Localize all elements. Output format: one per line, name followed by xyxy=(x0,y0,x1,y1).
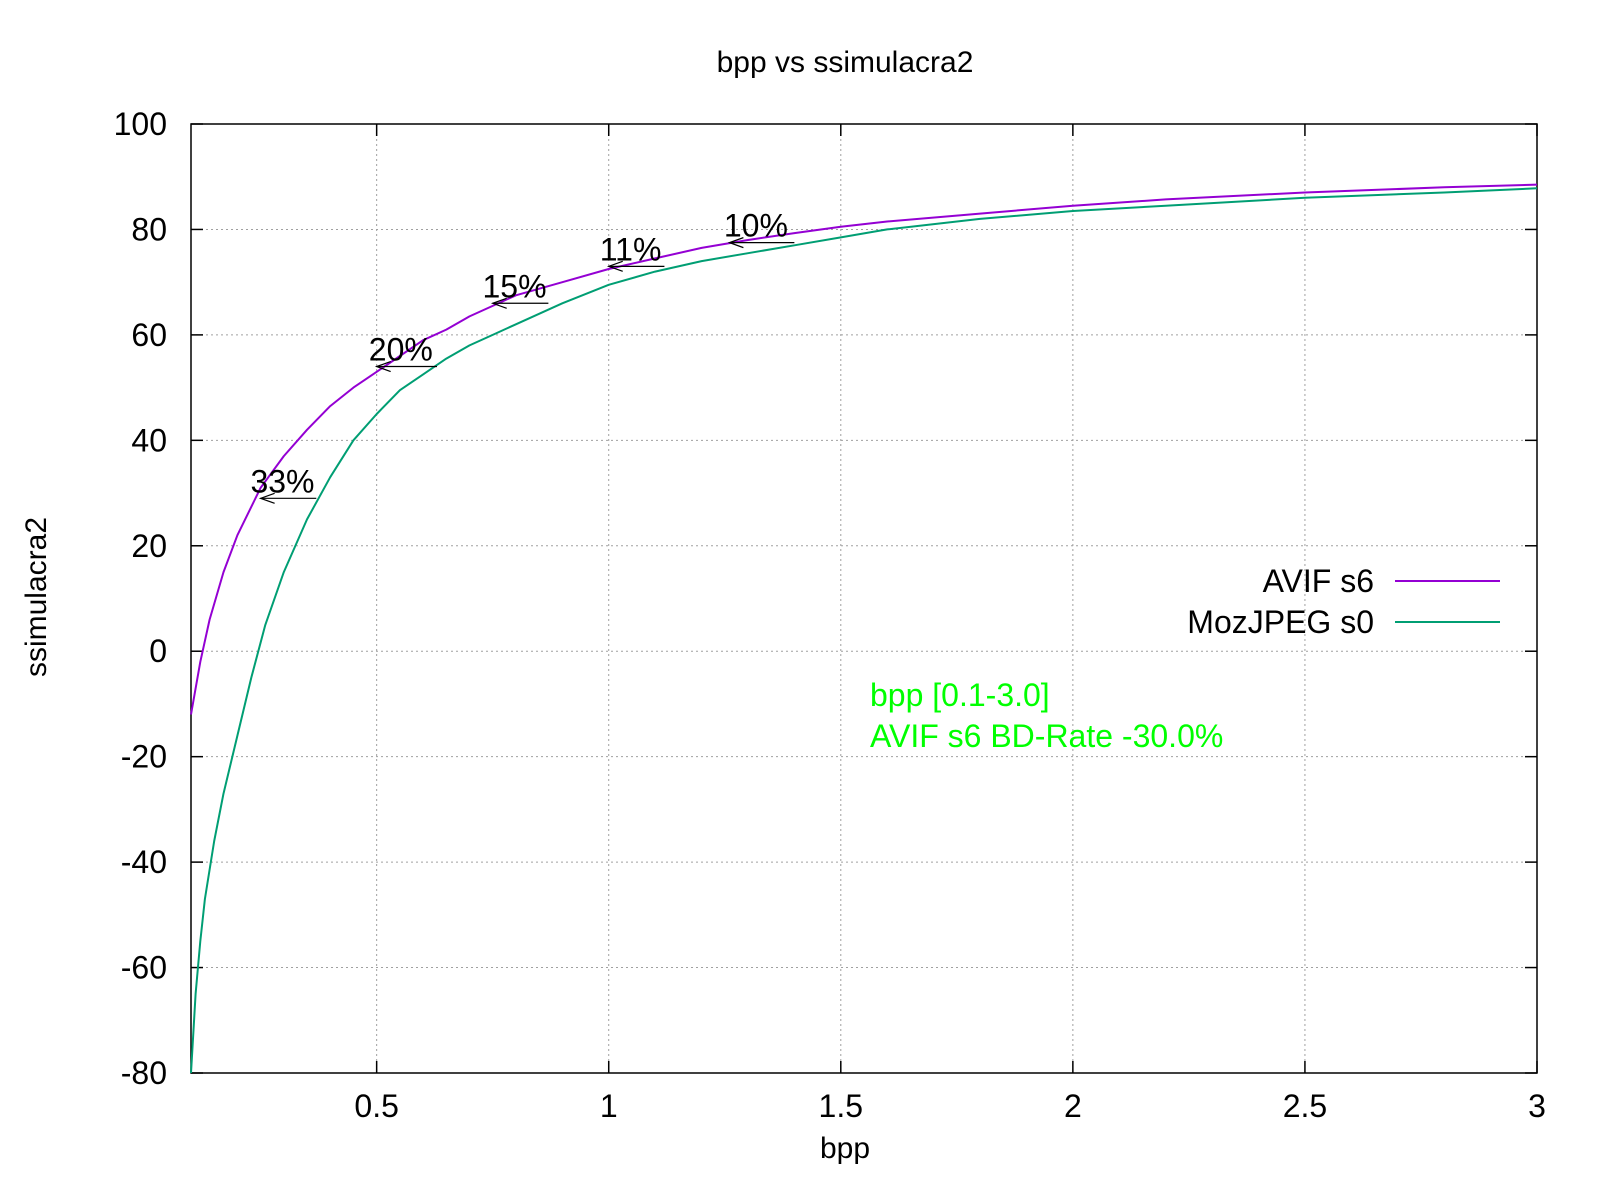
series-line-2 xyxy=(190,187,1538,1074)
note-text: AVIF s6 BD-Rate -30.0% xyxy=(870,718,1223,754)
y-axis-label: ssimulacra2 xyxy=(20,517,53,677)
y-tick-label: -20 xyxy=(121,739,167,775)
annotations: 33% 20% 15% 11% 10% xyxy=(250,208,795,504)
y-tick-label: 20 xyxy=(131,528,167,564)
annotation-arrowhead xyxy=(606,260,623,272)
annotation-arrowhead xyxy=(727,237,744,249)
legend-label: AVIF s6 xyxy=(1263,563,1374,599)
annotation-label: 10% xyxy=(724,208,788,244)
y-tick-label: 100 xyxy=(114,106,167,142)
annotation-label: 20% xyxy=(369,332,433,368)
y-tick-label: -40 xyxy=(121,844,167,880)
legend: AVIF s6 MozJPEG s0 xyxy=(1187,563,1500,640)
annotation-arrowhead xyxy=(490,297,507,309)
chart-title: bpp vs ssimulacra2 xyxy=(717,46,974,79)
y-tick-label: 0 xyxy=(149,633,167,669)
x-axis-label: bpp xyxy=(820,1132,870,1165)
annotation-label: 33% xyxy=(250,463,314,499)
x-tick-label: 3 xyxy=(1528,1088,1546,1124)
y-tick-label: 60 xyxy=(131,317,167,353)
legend-label: MozJPEG s0 xyxy=(1187,604,1374,640)
notes: bpp [0.1-3.0] AVIF s6 BD-Rate -30.0% xyxy=(870,677,1223,754)
x-tick-label: 2.5 xyxy=(1283,1088,1327,1124)
y-tick-label: -80 xyxy=(121,1055,167,1091)
series-lines xyxy=(190,183,1538,1074)
annotation-arrowhead xyxy=(258,492,275,504)
y-tick-label: 40 xyxy=(131,422,167,458)
x-tick-label: 1.5 xyxy=(819,1088,863,1124)
x-tick-label: 0.5 xyxy=(354,1088,398,1124)
y-tick-label: -60 xyxy=(121,950,167,986)
note-text: bpp [0.1-3.0] xyxy=(870,677,1050,713)
grid xyxy=(191,124,1537,1073)
annotation-label: 11% xyxy=(600,231,662,267)
y-tick-label: 80 xyxy=(131,211,167,247)
plot-frame xyxy=(190,123,1538,1074)
series-line-1 xyxy=(190,183,1538,715)
ticks: -80 -60 -40 -20 0 20 40 60 80 100 0.5 1 1.5 2 2.5 3 xyxy=(114,106,1546,1124)
annotation-label: 15% xyxy=(483,268,547,304)
x-tick-label: 2 xyxy=(1064,1088,1082,1124)
x-tick-label: 1 xyxy=(600,1088,618,1124)
annotation-arrowhead xyxy=(374,360,391,373)
